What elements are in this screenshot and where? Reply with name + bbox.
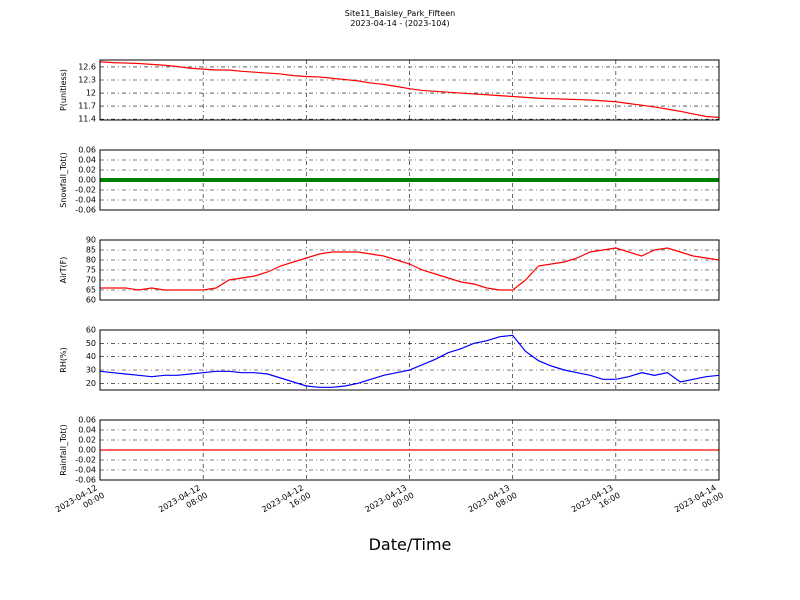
y-tick-label: 90 <box>86 236 96 245</box>
y-tick-label: -0.04 <box>75 466 96 475</box>
y-tick-label: -0.06 <box>75 476 96 485</box>
y-tick-label: 50 <box>86 339 96 348</box>
y-tick-label: 60 <box>86 296 96 305</box>
x-tick-label: 2023-04-14 00:00 <box>673 482 725 523</box>
x-tick-label: 2023-04-13 16:00 <box>570 482 622 523</box>
x-tick-label: 2023-04-13 08:00 <box>467 482 519 523</box>
y-tick-label: 0.02 <box>78 166 96 175</box>
y-tick-label: 70 <box>86 276 96 285</box>
y-tick-label: -0.04 <box>75 196 96 205</box>
axes-frame <box>99 59 720 121</box>
y-axis-label: P(unitless) <box>59 69 68 111</box>
y-axis-label: RH(%) <box>59 347 68 372</box>
y-tick-label: 11.7 <box>78 102 96 111</box>
y-tick-label: 12.3 <box>78 76 96 85</box>
y-tick-label: 40 <box>86 352 96 361</box>
data-line <box>100 247 720 291</box>
axes-frame <box>99 149 720 211</box>
y-axis-label: AirT(F) <box>59 257 68 284</box>
x-tick-label: 2023-04-12 00:00 <box>54 482 106 523</box>
x-tick-label: 2023-04-12 16:00 <box>260 482 312 523</box>
y-tick-label: -0.02 <box>75 186 96 195</box>
subtitle: 2023-04-14 - (2023-104) <box>350 19 449 28</box>
y-tick-label: 65 <box>86 286 96 295</box>
y-tick-label: 20 <box>86 379 96 388</box>
title: Site11_Baisley_Park_Fifteen <box>345 9 455 18</box>
y-tick-label: 80 <box>86 256 96 265</box>
y-axis-label: Rainfall_Tot() <box>59 424 68 476</box>
y-tick-label: 0.00 <box>78 446 96 455</box>
y-tick-label: 0.06 <box>78 146 96 155</box>
y-tick-label: 85 <box>86 246 96 255</box>
y-tick-label: 0.04 <box>78 426 96 435</box>
y-tick-label: 60 <box>86 326 96 335</box>
x-tick-label: 2023-04-12 08:00 <box>157 482 209 523</box>
y-tick-label: 12.6 <box>78 62 96 71</box>
y-tick-label: 0.04 <box>78 156 96 165</box>
axes-frame <box>99 239 720 301</box>
y-tick-label: 12 <box>86 89 96 98</box>
y-tick-label: 0.00 <box>78 176 96 185</box>
y-tick-label: 0.06 <box>78 416 96 425</box>
y-tick-label: 0.02 <box>78 436 96 445</box>
y-tick-label: 30 <box>86 366 96 375</box>
data-line <box>99 61 720 118</box>
y-tick-label: 11.4 <box>78 115 96 124</box>
y-tick-label: -0.02 <box>75 456 96 465</box>
y-tick-label: 75 <box>86 266 96 275</box>
axes-frame <box>99 419 720 481</box>
axes-frame <box>99 329 720 391</box>
x-tick-label: 2023-04-13 00:00 <box>364 482 416 523</box>
y-axis-label: Snowfall_Tot() <box>59 152 68 208</box>
y-tick-label: -0.06 <box>75 206 96 215</box>
data-line <box>99 334 720 388</box>
x-axis-label: Date/Time <box>369 535 452 554</box>
